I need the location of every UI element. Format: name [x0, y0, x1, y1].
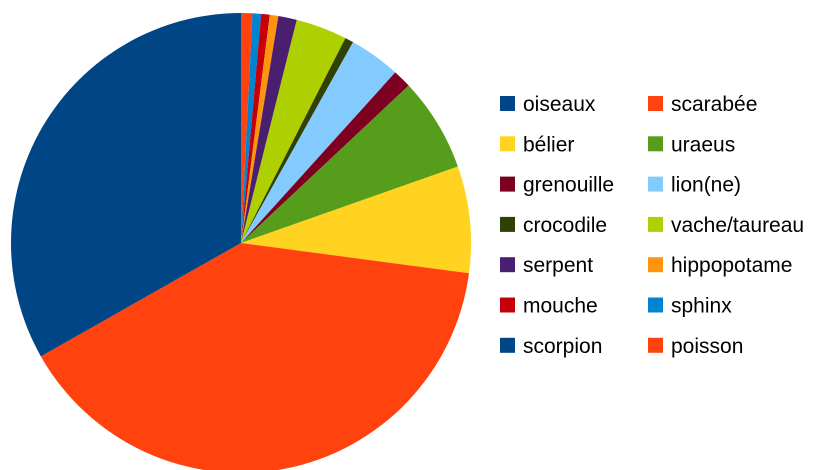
- pie-slice-serpent: [241, 16, 297, 244]
- legend-swatch-scarab-e: [648, 96, 663, 111]
- legend-label-scarab-e: scarabée: [671, 93, 757, 116]
- pie-slice-sphinx: [241, 13, 262, 244]
- pie-slice-scarab-e: [241, 13, 253, 243]
- legend-label-lion-ne-: lion(ne): [671, 174, 741, 197]
- pie-slice-uraeus: [241, 85, 458, 243]
- legend-swatch-hippopotame: [648, 257, 663, 273]
- legend-label-hippopotame: hippopotame: [671, 254, 792, 277]
- legend-label-sphinx: sphinx: [671, 295, 732, 318]
- legend-swatch-serpent: [500, 257, 515, 273]
- legend-label-uraeus: uraeus: [671, 133, 735, 156]
- legend: oiseaux scarabée bélier uraeus grenouille lio…: [500, 93, 804, 358]
- pie-slice-poisson: [40, 243, 469, 470]
- legend-swatch-sphinx: [648, 297, 663, 313]
- legend-label-mouche: mouche: [523, 295, 598, 318]
- legend-swatch-grenouille: [500, 176, 515, 192]
- pie-slice-vache-taureau: [241, 19, 346, 244]
- pie-slice-lion-ne-: [241, 42, 396, 244]
- legend-label-serpent: serpent: [523, 254, 593, 277]
- legend-swatch-b-lier: [500, 136, 515, 152]
- legend-label-grenouille: grenouille: [523, 174, 614, 197]
- legend-swatch-vache-taureau: [648, 216, 663, 232]
- legend-label-oiseaux: oiseaux: [523, 93, 596, 116]
- legend-swatch-oiseaux: [500, 96, 515, 111]
- pie-slice-hippopotame: [241, 14, 279, 244]
- pie-slice-b-lier: [241, 166, 472, 274]
- pie-slice-oiseaux: [11, 13, 242, 357]
- legend-label-scorpion: scorpion: [523, 335, 602, 358]
- pie-slice-grenouille: [241, 72, 409, 244]
- legend-label-vache-taureau: vache/taureau: [671, 214, 804, 237]
- legend-label-crocodile: crocodile: [523, 214, 607, 237]
- pie-slice-crocodile: [241, 38, 354, 243]
- pie-slices: [11, 13, 472, 470]
- legend-label-b-lier: bélier: [523, 133, 574, 156]
- pie-slice-mouche: [241, 13, 270, 244]
- legend-swatch-crocodile: [500, 216, 515, 232]
- legend-swatch-uraeus: [648, 136, 663, 152]
- legend-swatch-poisson: [648, 337, 663, 353]
- legend-swatch-mouche: [500, 297, 515, 313]
- legend-swatch-scorpion: [500, 337, 515, 353]
- legend-swatch-lion-ne-: [648, 176, 663, 192]
- legend-label-poisson: poisson: [671, 335, 743, 358]
